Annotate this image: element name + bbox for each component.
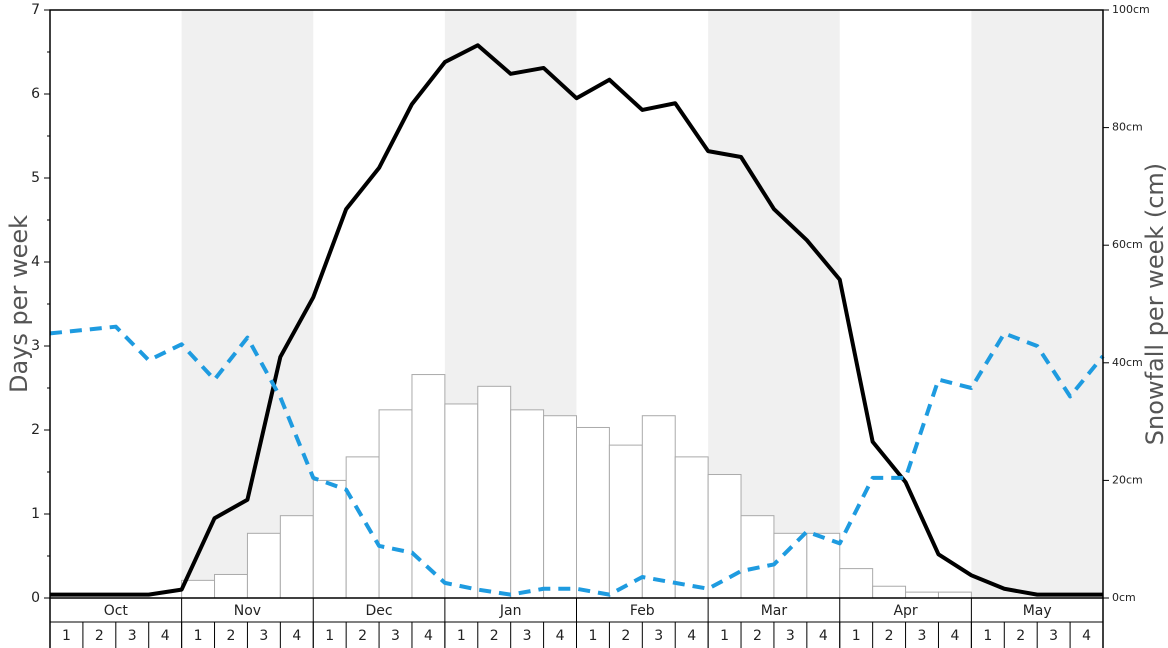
y-tick-label: 0 [31, 590, 40, 606]
snowfall-bar [937, 591, 972, 599]
week-label: 2 [227, 628, 236, 644]
week-label: 3 [1049, 628, 1058, 644]
y-tick-label: 7 [31, 2, 40, 18]
y2-tick-label: 40cm [1112, 356, 1143, 369]
y2-tick-label: 60cm [1112, 238, 1143, 251]
week-label: 4 [819, 628, 828, 644]
snowfall-bar [839, 568, 874, 599]
month-label: Jan [499, 603, 522, 619]
snowfall-bar [674, 456, 709, 599]
week-label: 3 [523, 628, 532, 644]
dashed-line [49, 324, 1105, 597]
snowfall-bar [806, 532, 841, 599]
week-label: 2 [358, 628, 367, 644]
snowfall-bar [608, 444, 643, 599]
month-band [181, 10, 314, 598]
month-label: Mar [761, 603, 788, 619]
snowfall-bar [576, 426, 610, 599]
y-tick-label: 5 [31, 170, 40, 186]
week-label: 4 [1082, 628, 1091, 644]
snowfall-bar [510, 409, 545, 599]
snowfall-bar [740, 515, 775, 599]
week-label: 1 [194, 628, 203, 644]
snowfall-bar [214, 573, 248, 599]
y2-tick-label: 100cm [1112, 3, 1150, 16]
snowfall-bar [246, 532, 281, 599]
week-label: 3 [654, 628, 663, 644]
y2-axis-label: Snowfall per week (cm) [1141, 163, 1168, 445]
week-label: 3 [128, 628, 137, 644]
snowfall-bar [707, 474, 742, 599]
snowfall-bar [641, 415, 676, 599]
y-axis-label: Days per week [5, 215, 33, 393]
week-label: 4 [424, 628, 433, 644]
week-label: 3 [391, 628, 400, 644]
week-label: 3 [786, 628, 795, 644]
week-label: 1 [852, 628, 861, 644]
week-label: 1 [325, 628, 334, 644]
week-label: 2 [621, 628, 630, 644]
month-label: Dec [366, 603, 393, 619]
week-label: 3 [918, 628, 927, 644]
month-label: Apr [893, 603, 917, 619]
week-label: 4 [950, 628, 959, 644]
snowfall-bar [444, 403, 479, 599]
week-label: 2 [95, 628, 104, 644]
week-label: 4 [687, 628, 696, 644]
snowfall-bar [872, 585, 907, 599]
y2-tick-label: 0cm [1112, 591, 1136, 604]
week-label: 2 [490, 628, 499, 644]
week-label: 1 [983, 628, 992, 644]
snowfall-bar [345, 456, 380, 599]
y2-tick-label: 80cm [1112, 121, 1143, 134]
y-tick-label: 3 [31, 338, 40, 354]
solid-line [50, 43, 1103, 597]
snowfall-bar [378, 409, 413, 599]
y-tick-label: 4 [31, 254, 40, 270]
y-tick-label: 2 [31, 422, 40, 438]
month-label: May [1023, 603, 1052, 619]
snowfall-bar [411, 374, 446, 599]
snowfall-bar [543, 415, 577, 599]
week-label: 2 [753, 628, 762, 644]
snowfall-bar [477, 385, 512, 599]
week-label: 2 [1016, 628, 1025, 644]
week-label: 4 [556, 628, 565, 644]
y-tick-label: 6 [31, 86, 40, 102]
month-band [971, 10, 1103, 598]
snowfall-bar [773, 532, 808, 599]
week-label: 4 [161, 628, 170, 644]
month-label: Feb [630, 603, 655, 619]
snowfall-bar [279, 515, 314, 599]
snowfall-bar [905, 591, 939, 599]
week-label: 1 [588, 628, 597, 644]
y2-tick-label: 20cm [1112, 473, 1143, 486]
y-tick-label: 1 [31, 506, 40, 522]
week-label: 2 [885, 628, 894, 644]
month-label: Oct [104, 603, 129, 619]
week-label: 3 [259, 628, 268, 644]
month-label: Nov [234, 603, 261, 619]
week-label: 1 [720, 628, 729, 644]
week-label: 1 [62, 628, 71, 644]
week-label: 1 [457, 628, 466, 644]
week-label: 4 [292, 628, 301, 644]
snowfall-bar [312, 479, 347, 599]
